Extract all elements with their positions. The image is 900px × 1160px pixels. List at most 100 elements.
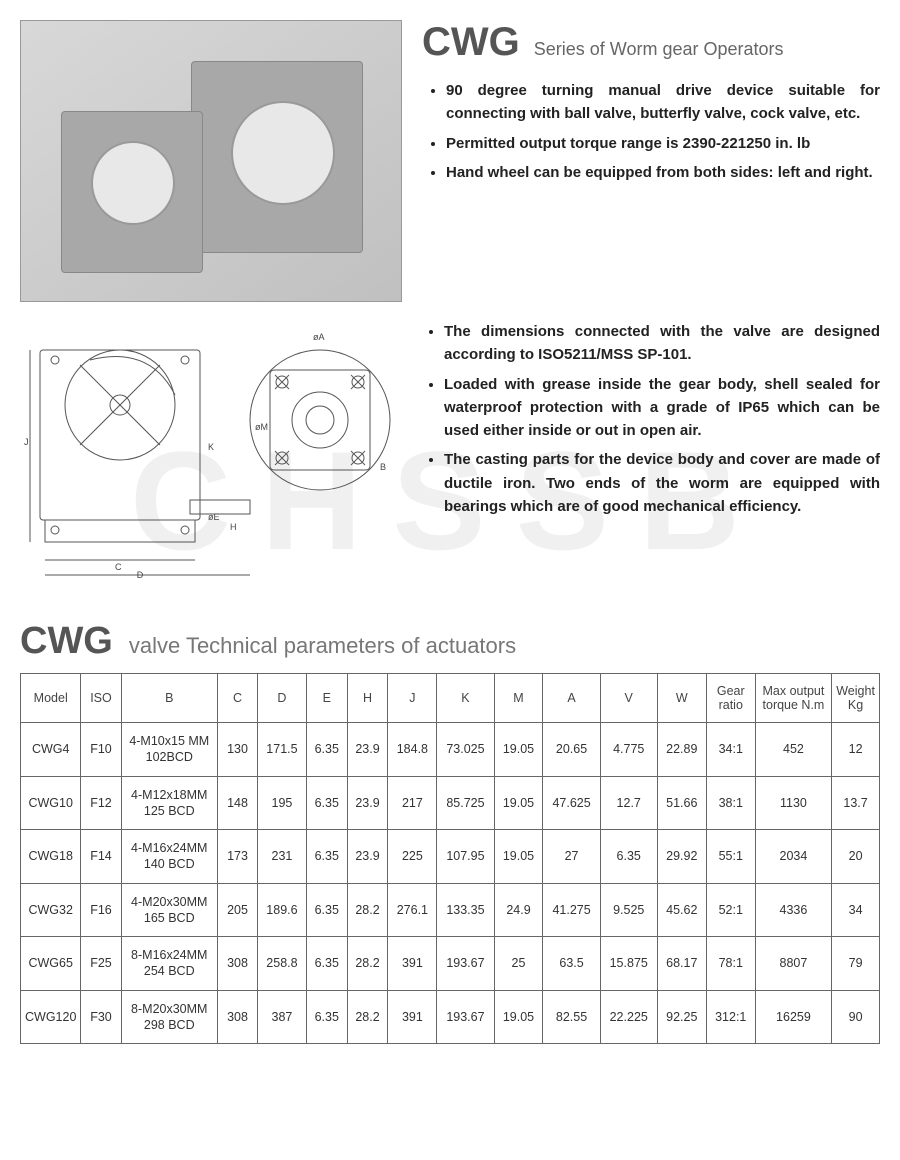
table-body: CWG4F104-M10x15 MM102BCD130171.56.3523.9… (21, 723, 880, 1044)
table-cell: 19.05 (494, 776, 543, 830)
table-cell: 217 (388, 776, 437, 830)
table-header-cell: M (494, 674, 543, 723)
table-cell: 82.55 (543, 990, 600, 1044)
table-cell: 391 (388, 990, 437, 1044)
table-cell: 8807 (755, 937, 831, 991)
feature-item: The dimensions connected with the valve … (444, 320, 880, 367)
table-cell: 12 (832, 723, 880, 777)
table-heading-sub: valve Technical parameters of actuators (129, 633, 516, 659)
table-cell: 47.625 (543, 776, 600, 830)
table-cell: 22.225 (600, 990, 657, 1044)
table-cell: 29.92 (657, 830, 706, 884)
table-cell: 28.2 (347, 883, 388, 937)
table-cell: 189.6 (257, 883, 306, 937)
table-cell: 231 (257, 830, 306, 884)
table-cell: CWG10 (21, 776, 81, 830)
table-cell: 25 (494, 937, 543, 991)
table-cell: 6.35 (600, 830, 657, 884)
table-cell: 34:1 (706, 723, 755, 777)
table-cell: 85.725 (437, 776, 494, 830)
table-cell: 148 (218, 776, 258, 830)
table-cell: 73.025 (437, 723, 494, 777)
mid-section: C D H øE øM øA B J K The dimensions conn… (20, 320, 880, 580)
table-cell: 55:1 (706, 830, 755, 884)
table-header-cell: J (388, 674, 437, 723)
feature-list-continued-col: The dimensions connected with the valve … (420, 320, 880, 580)
table-row: CWG120F308-M20x30MM298 BCD3083876.3528.2… (21, 990, 880, 1044)
feature-item: The casting parts for the device body an… (444, 448, 880, 518)
dim-label-m: øM (255, 422, 268, 432)
table-cell: 9.525 (600, 883, 657, 937)
table-cell: 312:1 (706, 990, 755, 1044)
dim-label-d: D (137, 570, 144, 580)
header-text-column: CWG Series of Worm gear Operators 90 deg… (422, 20, 880, 302)
table-cell: 68.17 (657, 937, 706, 991)
table-cell: 1130 (755, 776, 831, 830)
dim-label-h: H (230, 522, 237, 532)
table-cell: 4336 (755, 883, 831, 937)
table-row: CWG18F144-M16x24MM140 BCD1732316.3523.92… (21, 830, 880, 884)
table-header-cell: E (306, 674, 347, 723)
drawing-svg: C D H øE øM øA B J K (20, 320, 400, 580)
table-cell: 20 (832, 830, 880, 884)
table-cell: 15.875 (600, 937, 657, 991)
table-cell: 6.35 (306, 883, 347, 937)
table-header-cell: B (121, 674, 218, 723)
table-header-row: ModelISOBCDEHJKMAVWGear ratioMax output … (21, 674, 880, 723)
table-cell: 6.35 (306, 776, 347, 830)
table-cell: 4-M16x24MM140 BCD (121, 830, 218, 884)
table-cell: F16 (81, 883, 121, 937)
product-photo (20, 20, 402, 302)
table-cell: 79 (832, 937, 880, 991)
table-cell: 6.35 (306, 937, 347, 991)
table-cell: 23.9 (347, 723, 388, 777)
table-cell: 28.2 (347, 937, 388, 991)
table-cell: 4.775 (600, 723, 657, 777)
table-cell: 308 (218, 990, 258, 1044)
dim-label-e: øE (208, 512, 220, 522)
table-cell: F25 (81, 937, 121, 991)
table-cell: 20.65 (543, 723, 600, 777)
table-cell: 8-M16x24MM254 BCD (121, 937, 218, 991)
table-cell: 90 (832, 990, 880, 1044)
table-cell: 391 (388, 937, 437, 991)
table-cell: 4-M20x30MM165 BCD (121, 883, 218, 937)
table-row: CWG4F104-M10x15 MM102BCD130171.56.3523.9… (21, 723, 880, 777)
dim-label-a: øA (313, 332, 325, 342)
table-cell: 38:1 (706, 776, 755, 830)
table-header-cell: Gear ratio (706, 674, 755, 723)
table-cell: 308 (218, 937, 258, 991)
page-heading: CWG Series of Worm gear Operators (422, 20, 880, 65)
table-cell: 78:1 (706, 937, 755, 991)
table-cell: 193.67 (437, 990, 494, 1044)
table-cell: 23.9 (347, 776, 388, 830)
table-header-cell: W (657, 674, 706, 723)
feature-item: Permitted output torque range is 2390-22… (446, 132, 880, 155)
table-cell: 19.05 (494, 990, 543, 1044)
dim-label-b: B (380, 462, 386, 472)
table-cell: 19.05 (494, 830, 543, 884)
table-cell: 387 (257, 990, 306, 1044)
table-row: CWG32F164-M20x30MM165 BCD205189.66.3528.… (21, 883, 880, 937)
table-cell: CWG32 (21, 883, 81, 937)
table-cell: 92.25 (657, 990, 706, 1044)
dial-front (91, 141, 175, 225)
table-cell: 452 (755, 723, 831, 777)
table-cell: CWG120 (21, 990, 81, 1044)
heading-subtitle: Series of Worm gear Operators (534, 39, 784, 60)
table-cell: 2034 (755, 830, 831, 884)
table-cell: F12 (81, 776, 121, 830)
dim-label-j: J (24, 437, 29, 447)
parameters-table: ModelISOBCDEHJKMAVWGear ratioMax output … (20, 673, 880, 1044)
table-cell: 16259 (755, 990, 831, 1044)
table-cell: 63.5 (543, 937, 600, 991)
feature-item: Loaded with grease inside the gear body,… (444, 373, 880, 443)
table-cell: 41.275 (543, 883, 600, 937)
table-cell: 8-M20x30MM298 BCD (121, 990, 218, 1044)
table-cell: 225 (388, 830, 437, 884)
feature-list-continued: The dimensions connected with the valve … (420, 320, 880, 518)
table-cell: 34 (832, 883, 880, 937)
top-section: CWG Series of Worm gear Operators 90 deg… (20, 20, 880, 302)
dial-rear (231, 101, 335, 205)
table-cell: 184.8 (388, 723, 437, 777)
